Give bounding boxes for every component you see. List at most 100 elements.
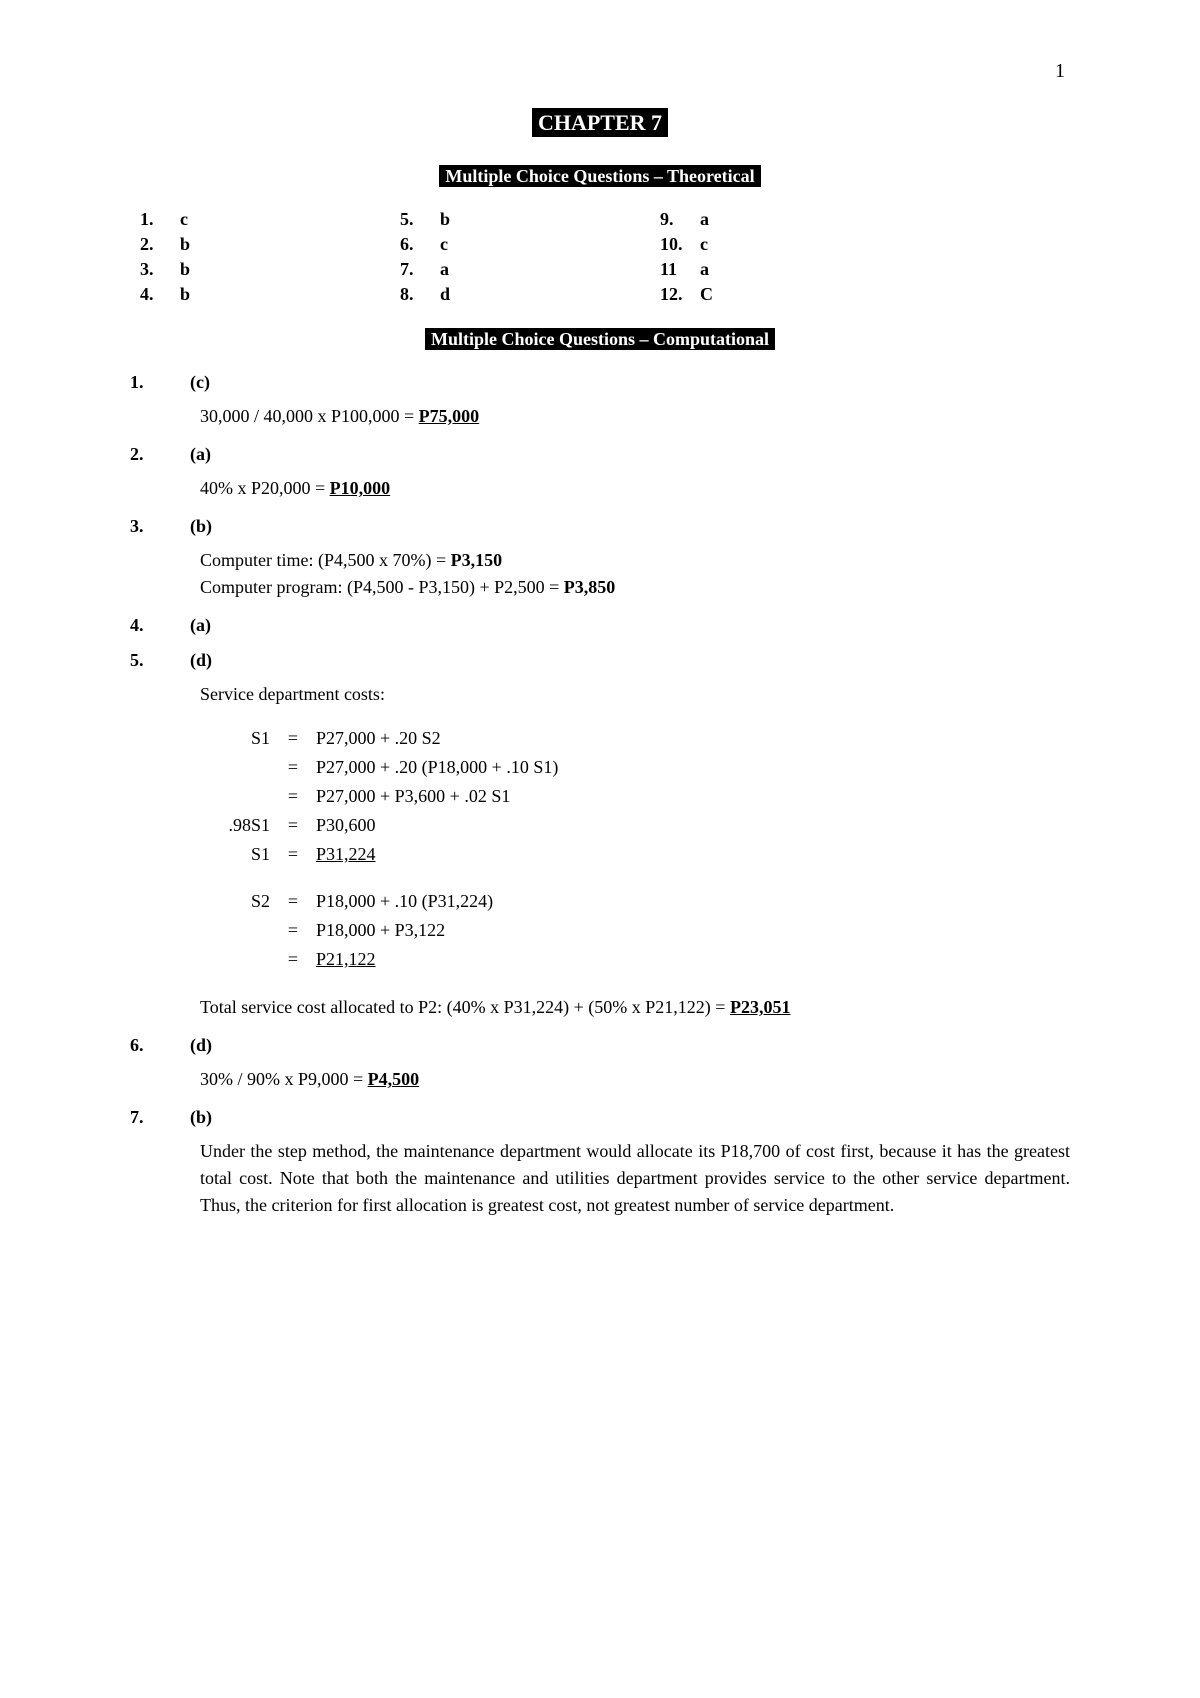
eq-sign: = (278, 782, 316, 811)
question-6-header: 6. (d) (130, 1035, 1070, 1056)
eq-sign: = (278, 887, 316, 916)
calc-text: 40% x P20,000 = (200, 478, 330, 498)
eq-lhs (200, 945, 278, 974)
question-3-body: Computer time: (P4,500 x 70%) = P3,150 C… (200, 547, 1070, 601)
calc-text: 30,000 / 40,000 x P100,000 = (200, 406, 419, 426)
eq-rhs: P27,000 + P3,600 + .02 S1 (316, 782, 566, 811)
eq-lhs: S1 (200, 840, 278, 869)
question-3-header: 3. (b) (130, 516, 1070, 537)
calc-text: Computer program: (P4,500 - P3,150) + P2… (200, 577, 564, 597)
section-heading-computational-text: Multiple Choice Questions – Computationa… (425, 328, 775, 350)
question-7-body: Under the step method, the maintenance d… (200, 1138, 1070, 1219)
mc-column-3: 9.a 10.c 11a 12.C (660, 209, 740, 305)
question-number: 3. (130, 516, 190, 537)
question-7-header: 7. (b) (130, 1107, 1070, 1128)
calc-text: 30% / 90% x P9,000 = (200, 1069, 368, 1089)
mc-num: 12. (660, 284, 700, 305)
question-answer: (b) (190, 1107, 212, 1128)
eq-sign: = (278, 916, 316, 945)
eq-lhs: S2 (200, 887, 278, 916)
calc-result: P10,000 (330, 478, 391, 498)
eq-rhs: P31,224 (316, 840, 566, 869)
eq-rhs: P18,000 + .10 (P31,224) (316, 887, 501, 916)
eq-lhs (200, 916, 278, 945)
mc-num: 8. (400, 284, 440, 305)
question-2-header: 2. (a) (130, 444, 1070, 465)
question-number: 1. (130, 372, 190, 393)
section-heading-theoretical: Multiple Choice Questions – Theoretical (130, 166, 1070, 187)
question-number: 7. (130, 1107, 190, 1128)
eq-sign: = (278, 840, 316, 869)
question-2-body: 40% x P20,000 = P10,000 (200, 475, 1070, 502)
mc-ans: c (700, 234, 740, 255)
page-number: 1 (1055, 60, 1065, 83)
mc-num: 11 (660, 259, 700, 280)
eq-rhs: P30,600 (316, 811, 566, 840)
eq-lhs (200, 753, 278, 782)
mc-ans: b (180, 259, 220, 280)
eq-rhs: P18,000 + P3,122 (316, 916, 501, 945)
total-line: Total service cost allocated to P2: (40%… (200, 994, 1070, 1021)
section-heading-theoretical-text: Multiple Choice Questions – Theoretical (439, 165, 760, 187)
question-1-body: 30,000 / 40,000 x P100,000 = P75,000 (200, 403, 1070, 430)
question-answer: (a) (190, 444, 211, 465)
question-number: 5. (130, 650, 190, 671)
question-answer: (d) (190, 650, 212, 671)
question-number: 2. (130, 444, 190, 465)
question-number: 6. (130, 1035, 190, 1056)
mc-column-2: 5.b 6.c 7.a 8.d (400, 209, 480, 305)
mc-ans: b (180, 284, 220, 305)
eq-lhs: S1 (200, 724, 278, 753)
eq-rhs: P27,000 + .20 S2 (316, 724, 566, 753)
mc-ans: c (440, 234, 480, 255)
question-4-header: 4. (a) (130, 615, 1070, 636)
mc-num: 6. (400, 234, 440, 255)
chapter-title-text: CHAPTER 7 (532, 108, 668, 137)
eq-rhs: P21,122 (316, 945, 501, 974)
equation-block-s2: S2=P18,000 + .10 (P31,224) =P18,000 + P3… (200, 887, 501, 974)
total-result: P23,051 (730, 997, 791, 1017)
section-heading-computational: Multiple Choice Questions – Computationa… (130, 329, 1070, 350)
mc-ans: d (440, 284, 480, 305)
calc-result: P75,000 (419, 406, 480, 426)
mc-ans: a (700, 209, 740, 230)
document-body: CHAPTER 7 Multiple Choice Questions – Th… (0, 0, 1200, 1219)
question-1-header: 1. (c) (130, 372, 1070, 393)
mc-column-1: 1.c 2.b 3.b 4.b (140, 209, 220, 305)
mc-num: 10. (660, 234, 700, 255)
question-answer: (d) (190, 1035, 212, 1056)
eq-sign: = (278, 811, 316, 840)
calc-result: P3,150 (451, 550, 503, 570)
mc-ans: c (180, 209, 220, 230)
question-6-body: 30% / 90% x P9,000 = P4,500 (200, 1066, 1070, 1093)
mc-ans: C (700, 284, 740, 305)
mc-ans: a (440, 259, 480, 280)
mc-ans: a (700, 259, 740, 280)
calc-result: P4,500 (368, 1069, 420, 1089)
question-answer: (b) (190, 516, 212, 537)
chapter-title: CHAPTER 7 (130, 110, 1070, 136)
eq-sign: = (278, 945, 316, 974)
mc-num: 3. (140, 259, 180, 280)
mc-ans: b (440, 209, 480, 230)
question-number: 4. (130, 615, 190, 636)
mc-num: 4. (140, 284, 180, 305)
question-answer: (c) (190, 372, 210, 393)
eq-rhs: P27,000 + .20 (P18,000 + .10 S1) (316, 753, 566, 782)
intro-text: Service department costs: (200, 681, 1070, 708)
question-5-header: 5. (d) (130, 650, 1070, 671)
question-answer: (a) (190, 615, 211, 636)
eq-sign: = (278, 753, 316, 782)
question-5-body: Service department costs: S1=P27,000 + .… (200, 681, 1070, 1021)
calc-text: Computer time: (P4,500 x 70%) = (200, 550, 451, 570)
eq-sign: = (278, 724, 316, 753)
mc-num: 5. (400, 209, 440, 230)
mc-num: 7. (400, 259, 440, 280)
equation-block-s1: S1=P27,000 + .20 S2 =P27,000 + .20 (P18,… (200, 724, 566, 869)
mc-num: 9. (660, 209, 700, 230)
mc-ans: b (180, 234, 220, 255)
eq-lhs: .98S1 (200, 811, 278, 840)
mc-num: 1. (140, 209, 180, 230)
theoretical-answer-grid: 1.c 2.b 3.b 4.b 5.b 6.c 7.a 8.d 9.a 10.c… (140, 209, 1070, 305)
mc-num: 2. (140, 234, 180, 255)
